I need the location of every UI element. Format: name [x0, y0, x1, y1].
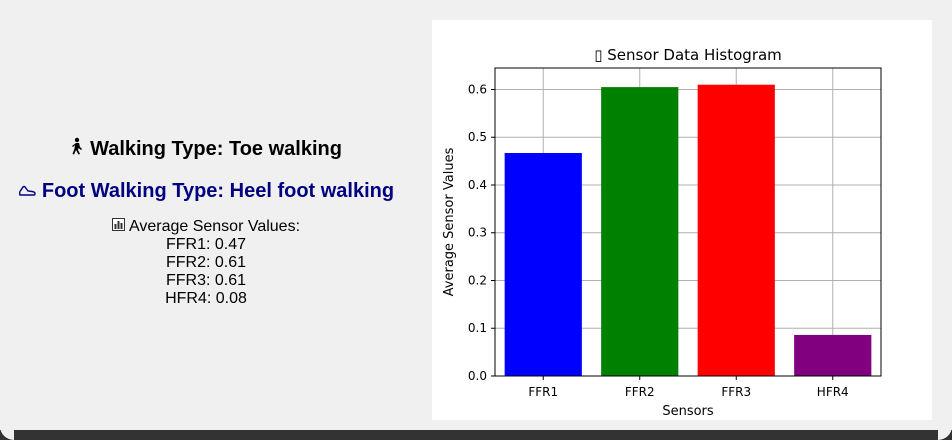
bar-ffr2	[601, 87, 679, 377]
average-heading: Average Sensor Values:	[128, 218, 301, 235]
y-tick-label: 0.5	[468, 130, 487, 144]
window-bottom-edge	[0, 430, 952, 440]
walking-person-icon	[70, 137, 84, 161]
x-axis-label: Sensors	[662, 404, 714, 419]
chart-title: ▯ Sensor Data Histogram	[594, 46, 782, 64]
y-tick-label: 0.6	[468, 82, 487, 96]
bar-layer	[504, 84, 872, 377]
bar-chart-icon	[111, 218, 125, 236]
foot-icon	[18, 180, 36, 203]
average-hfr4: HFR4: 0.08	[165, 290, 247, 307]
window-corner-left	[0, 426, 14, 440]
x-tick-label: FFR2	[625, 385, 655, 399]
y-axis-ticks: 0.0 0.1 0.2 0.3 0.4 0.5 0.6	[468, 82, 495, 383]
sensor-histogram-chart: ▯ Sensor Data Histogram 0.00.10.20.30.40…	[442, 46, 882, 419]
bar-hfr4	[794, 334, 872, 376]
x-axis-ticks: FFR1 FFR2 FFR3 HFR4	[528, 376, 849, 399]
average-values-block: Average Sensor Values: FFR1: 0.47 FFR2: …	[0, 218, 412, 308]
x-tick-label: FFR3	[721, 385, 751, 399]
average-ffr1: FFR1: 0.47	[165, 236, 247, 253]
bar-ffr1	[504, 152, 582, 376]
average-ffr3: FFR3: 0.61	[165, 272, 247, 289]
window-corner-right	[938, 426, 952, 440]
average-ffr2: FFR2: 0.61	[165, 254, 247, 271]
bar-ffr3	[697, 84, 775, 376]
plot-frame	[494, 67, 882, 377]
y-tick-label: 0.0	[468, 369, 487, 383]
y-tick-label: 0.4	[468, 178, 487, 192]
foot-walking-type-text: Foot Walking Type: Heel foot walking	[41, 180, 395, 202]
y-tick-label: 0.2	[468, 273, 487, 287]
walking-type-heading: Walking Type: Toe walking	[0, 137, 412, 161]
y-tick-label: 0.1	[468, 321, 487, 335]
walking-type-text: Walking Type: Toe walking	[90, 138, 342, 160]
average-heading-row: Average Sensor Values:	[0, 218, 412, 236]
y-tick-label: 0.3	[468, 226, 487, 240]
sensor-summary-panel: Walking Type: Toe walking Foot Walking T…	[0, 0, 412, 440]
foot-walking-type-heading: Foot Walking Type: Heel foot walking	[0, 180, 412, 203]
x-tick-label: FFR1	[528, 385, 558, 399]
y-axis-label: Average Sensor Values	[442, 147, 457, 296]
x-tick-label: HFR4	[817, 385, 849, 399]
chart-panel: ▯ Sensor Data Histogram 0.0 0.1 0.2 0.3 0.4 0…	[432, 20, 932, 420]
